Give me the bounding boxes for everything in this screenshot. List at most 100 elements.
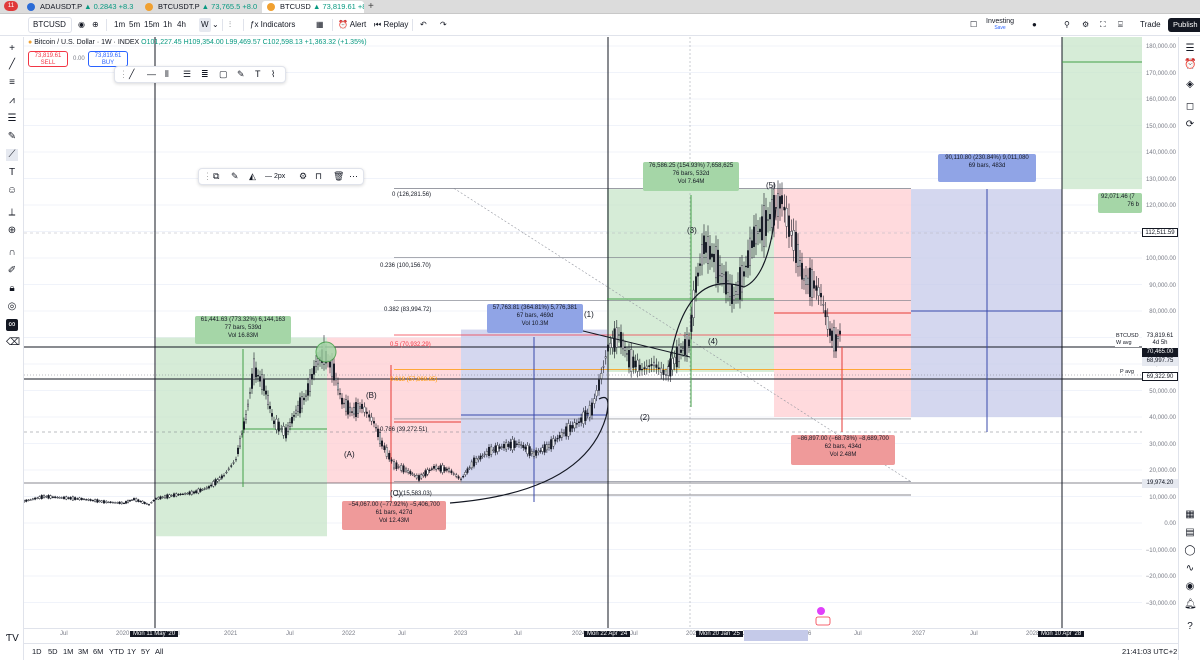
new-tab-icon[interactable]: + — [368, 1, 374, 12]
fullscreen-icon[interactable]: ⛶ — [1100, 20, 1106, 29]
trash-icon[interactable]: 🗑︎ — [333, 171, 345, 181]
interval-1m[interactable]: 1m — [114, 20, 126, 29]
symbol-search[interactable]: BTCUSD — [28, 17, 72, 33]
measure-label-7[interactable]: 92,071.46 (7 76 b — [1098, 193, 1142, 213]
grid-icon[interactable]: ▦ — [1185, 509, 1195, 520]
interval-4h[interactable]: 4h — [177, 20, 186, 29]
trend-line-icon[interactable]: ╱ — [129, 69, 135, 79]
more-icon[interactable]: ⋯ — [349, 171, 358, 181]
fib-icon[interactable]: ☰ — [7, 113, 17, 124]
layout-checkbox[interactable]: ☐ — [970, 20, 978, 29]
emoji-icon[interactable]: ☺ — [6, 185, 18, 196]
range-3m[interactable]: 3M — [78, 647, 89, 656]
eye-icon[interactable]: ◉ — [78, 20, 85, 29]
text-icon[interactable]: T — [255, 69, 261, 79]
bar-style-icon[interactable]: ⫶ — [229, 20, 231, 29]
line-color-icon[interactable]: ✎ — [231, 171, 239, 181]
layout-name-button[interactable]: Investing Save — [986, 18, 1014, 32]
chat-icon[interactable]: ◻ — [1185, 101, 1195, 112]
zoom-icon[interactable]: ⊕ — [7, 225, 17, 236]
brush-icon[interactable]: ✎ — [7, 131, 17, 142]
indicators-button[interactable]: ƒx Indicators — [250, 18, 295, 32]
magnet-icon[interactable]: ∩ — [8, 247, 16, 258]
add-symbol-icon[interactable]: ⊕ — [92, 20, 99, 29]
alerts-icon[interactable]: ⏰ — [1184, 59, 1197, 70]
sell-button[interactable]: 73,819.61 SELL — [28, 51, 68, 67]
broadcast-icon[interactable]: ◉ — [1185, 581, 1195, 592]
pulse-icon[interactable]: ∿ — [1185, 563, 1195, 574]
drag-handle-icon[interactable]: ⋮ — [203, 171, 212, 181]
range-1m[interactable]: 1M — [63, 647, 74, 656]
ruler-icon[interactable]: ⟂ — [8, 207, 16, 218]
range-ytd[interactable]: YTD — [109, 647, 124, 656]
measure-label-3[interactable]: 57,763.81 (364.81%) 5,776,381 67 bars, 4… — [487, 304, 583, 333]
templates-icon[interactable]: ▦ — [316, 20, 324, 29]
help-icon[interactable]: ? — [1187, 621, 1193, 632]
notification-icon[interactable]: 🔔︎ — [1184, 599, 1197, 610]
measure-label-6[interactable]: 90,110.80 (230.84%) 9,011,080 69 bars, 4… — [938, 154, 1036, 182]
pattern-icon[interactable]: ⩘ — [9, 95, 15, 106]
link-icon[interactable]: ∞ — [6, 319, 18, 331]
range-all[interactable]: All — [155, 647, 164, 656]
layout-menu-icon[interactable]: ● — [1032, 20, 1037, 29]
lock-icon[interactable]: 🔒︎ — [9, 283, 15, 294]
quick-search-icon[interactable]: ⚲ — [1064, 20, 1070, 29]
text-icon[interactable]: T — [8, 167, 16, 178]
alert-button[interactable]: ⏰ Alert — [338, 18, 366, 32]
range-1y[interactable]: 1Y — [127, 647, 137, 656]
interval-w[interactable]: W — [199, 18, 211, 32]
interval-15m[interactable]: 15m — [144, 20, 160, 29]
layers-icon[interactable]: ◈ — [1186, 79, 1194, 90]
settings-icon[interactable]: ⚙ — [1082, 20, 1090, 29]
interval-5m[interactable]: 5m — [129, 20, 141, 29]
drag-handle-icon[interactable]: ⋮ — [119, 69, 128, 79]
fib-extension-icon[interactable]: ≣ — [201, 69, 209, 79]
horizontal-line-icon[interactable]: — — [147, 69, 156, 79]
trade-button[interactable]: Trade — [1140, 20, 1161, 29]
pitchfork-icon[interactable]: ≡ — [9, 77, 15, 88]
rectangle-icon[interactable]: ▢ — [219, 69, 228, 79]
camera-icon[interactable]: ⌸ — [1118, 20, 1123, 29]
measure-label-4[interactable]: 76,586.25 (154.93%) 7,658,625 76 bars, 5… — [643, 162, 739, 191]
calendar-icon[interactable]: ▤ — [1185, 527, 1195, 538]
undo-icon[interactable]: ↶ — [420, 20, 427, 29]
ideas-icon[interactable]: ⟳ — [1185, 119, 1195, 130]
fill-color-icon[interactable]: ◭ — [249, 171, 256, 181]
range-1d[interactable]: 1D — [32, 647, 42, 656]
buy-button[interactable]: 73,819.61 BUY — [88, 51, 128, 67]
range-5d[interactable]: 5D — [48, 647, 58, 656]
lock-drawing-icon[interactable]: ✐ — [7, 265, 17, 276]
watchlist-icon[interactable]: ☰ — [1185, 43, 1195, 54]
redo-icon[interactable]: ↷ — [440, 20, 447, 29]
measure-label-5[interactable]: −86,897.00 (−68.78%) −8,689,700 62 bars,… — [791, 435, 895, 465]
time-axis[interactable]: Jul 2020 Jul 2021 Jul 2022 Jul 2023 Jul 2024 Jul 20… — [24, 628, 1178, 642]
crosshair-icon[interactable]: + — [9, 43, 15, 54]
publish-button[interactable]: Publish — [1168, 18, 1200, 32]
tv-logo-icon[interactable]: ƬV — [6, 633, 19, 644]
replay-button[interactable]: ⏮ Replay — [374, 18, 408, 32]
range-6m[interactable]: 6M — [93, 647, 104, 656]
brush-icon[interactable]: ✎ — [237, 69, 245, 79]
tab-btcusdt[interactable]: BTCUSDT.P ▲ 73,765.5 +8.0 — [140, 1, 258, 13]
measure-label-2[interactable]: −54,067.00 (−77.92%) −5,406,700 61 bars,… — [342, 501, 446, 530]
templates-icon[interactable]: ⧉ — [213, 171, 220, 181]
chart-pane[interactable] — [24, 37, 1142, 642]
interval-1h[interactable]: 1h — [163, 20, 172, 29]
parallel-channel-icon[interactable]: ⫴ — [165, 69, 169, 79]
chevron-down-icon[interactable]: ⌄ — [212, 20, 219, 29]
position-tool-icon[interactable]: ⟋ — [6, 149, 18, 161]
lock-icon[interactable]: ⊓ — [315, 171, 323, 181]
hide-icon[interactable]: ◎ — [7, 301, 17, 312]
line-width-button[interactable]: — 2px — [265, 173, 286, 180]
fib-retracement-icon[interactable]: ☰ — [183, 69, 192, 79]
settings-icon[interactable]: ⚙ — [299, 171, 308, 181]
tab-adausdt[interactable]: ADAUSDT.P ▲ 0.2843 +8.3 — [22, 1, 137, 13]
chat-bubble-icon[interactable]: ◯ — [1184, 545, 1196, 556]
path-icon[interactable]: ⌇ — [271, 69, 276, 79]
tab-btcusd[interactable]: BTCUSD ▲ 73,819.61 +8.0 — [262, 1, 364, 13]
notification-badge[interactable]: 11 — [4, 1, 18, 11]
range-5y[interactable]: 5Y — [141, 647, 151, 656]
measure-label-1[interactable]: 61,441.63 (773.32%) 6,144,163 77 bars, 5… — [195, 316, 291, 344]
chart-canvas[interactable] — [24, 37, 1142, 642]
trash-icon[interactable]: ⌫ — [6, 337, 21, 348]
